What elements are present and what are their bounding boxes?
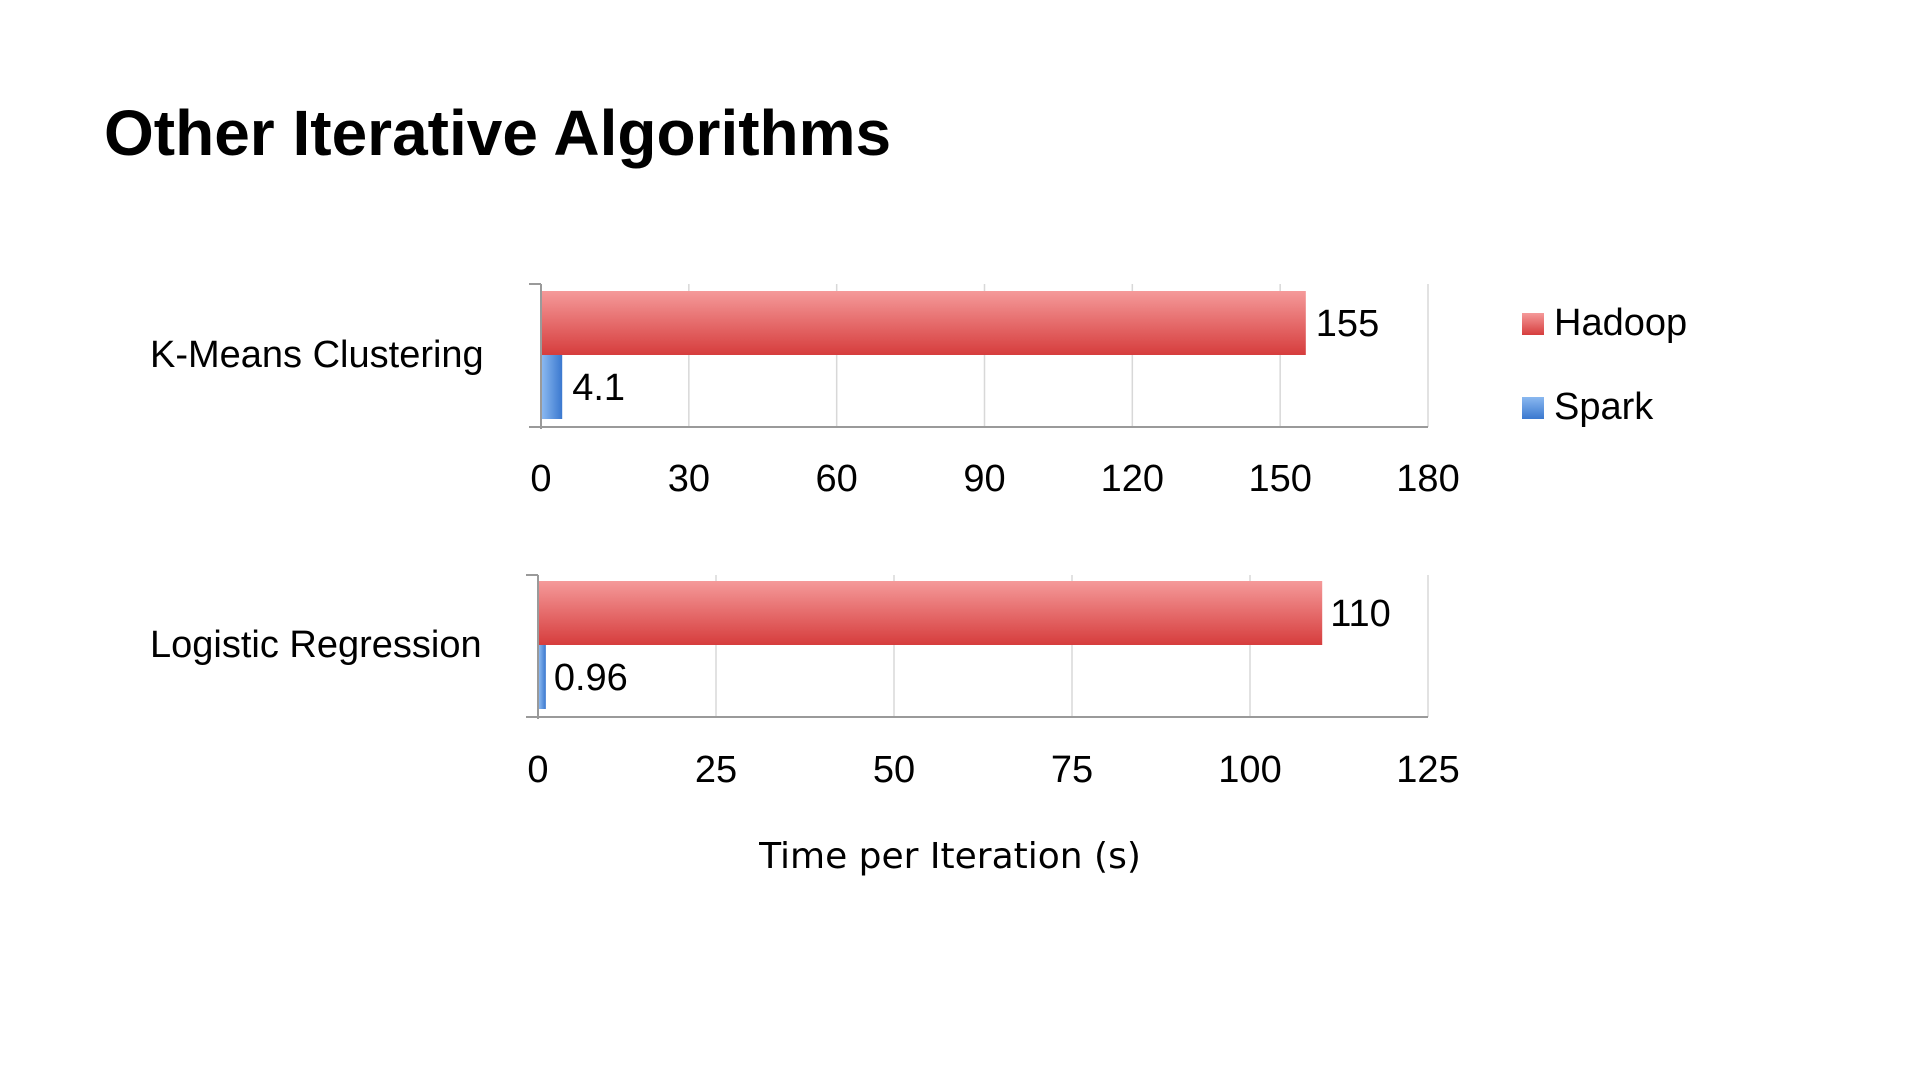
- chart2-tick-label: 0: [527, 749, 548, 791]
- chart1-bar-hadoop: [542, 291, 1306, 355]
- legend-swatch-hadoop: [1522, 312, 1544, 335]
- chart2-tick-label: 100: [1218, 749, 1281, 791]
- chart2-tick-label: 75: [1051, 749, 1093, 791]
- chart1-tick-label: 0: [530, 458, 551, 500]
- legend-item-spark: Spark: [1522, 386, 1653, 429]
- chart2-bar-spark: [539, 645, 546, 709]
- legend-item-hadoop: Hadoop: [1522, 302, 1687, 345]
- category-label-kmeans: K-Means Clustering: [150, 334, 484, 376]
- legend-swatch-spark: [1522, 396, 1544, 419]
- chart2-data-label-spark: 0.96: [554, 657, 628, 699]
- legend-label-spark: Spark: [1554, 386, 1654, 428]
- chart2-tick-label: 125: [1396, 749, 1459, 791]
- chart1-tick-label: 90: [963, 458, 1005, 500]
- chart1-tick-label: 30: [668, 458, 710, 500]
- chart1-tick-label: 60: [816, 458, 858, 500]
- chart1-tick-label: 150: [1248, 458, 1311, 500]
- chart2-tick-label: 50: [873, 749, 915, 791]
- legend-label-hadoop: Hadoop: [1554, 302, 1688, 344]
- chart2-data-label-hadoop: 110: [1330, 593, 1391, 635]
- category-label-logistic-regression: Logistic Regression: [150, 624, 482, 666]
- slide-title: Other Iterative Algorithms: [104, 97, 892, 169]
- chart1-bar-spark: [542, 355, 563, 419]
- chart2-bar-hadoop: [539, 581, 1323, 645]
- chart1-tick-label: 120: [1101, 458, 1164, 500]
- chart1-tick-label: 180: [1396, 458, 1459, 500]
- chart2-tick-label: 25: [695, 749, 737, 791]
- chart1-data-label-hadoop: 155: [1316, 303, 1379, 345]
- chart1-data-label-spark: 4.1: [572, 367, 625, 409]
- x-axis-label: Time per Iteration (s): [759, 836, 1141, 877]
